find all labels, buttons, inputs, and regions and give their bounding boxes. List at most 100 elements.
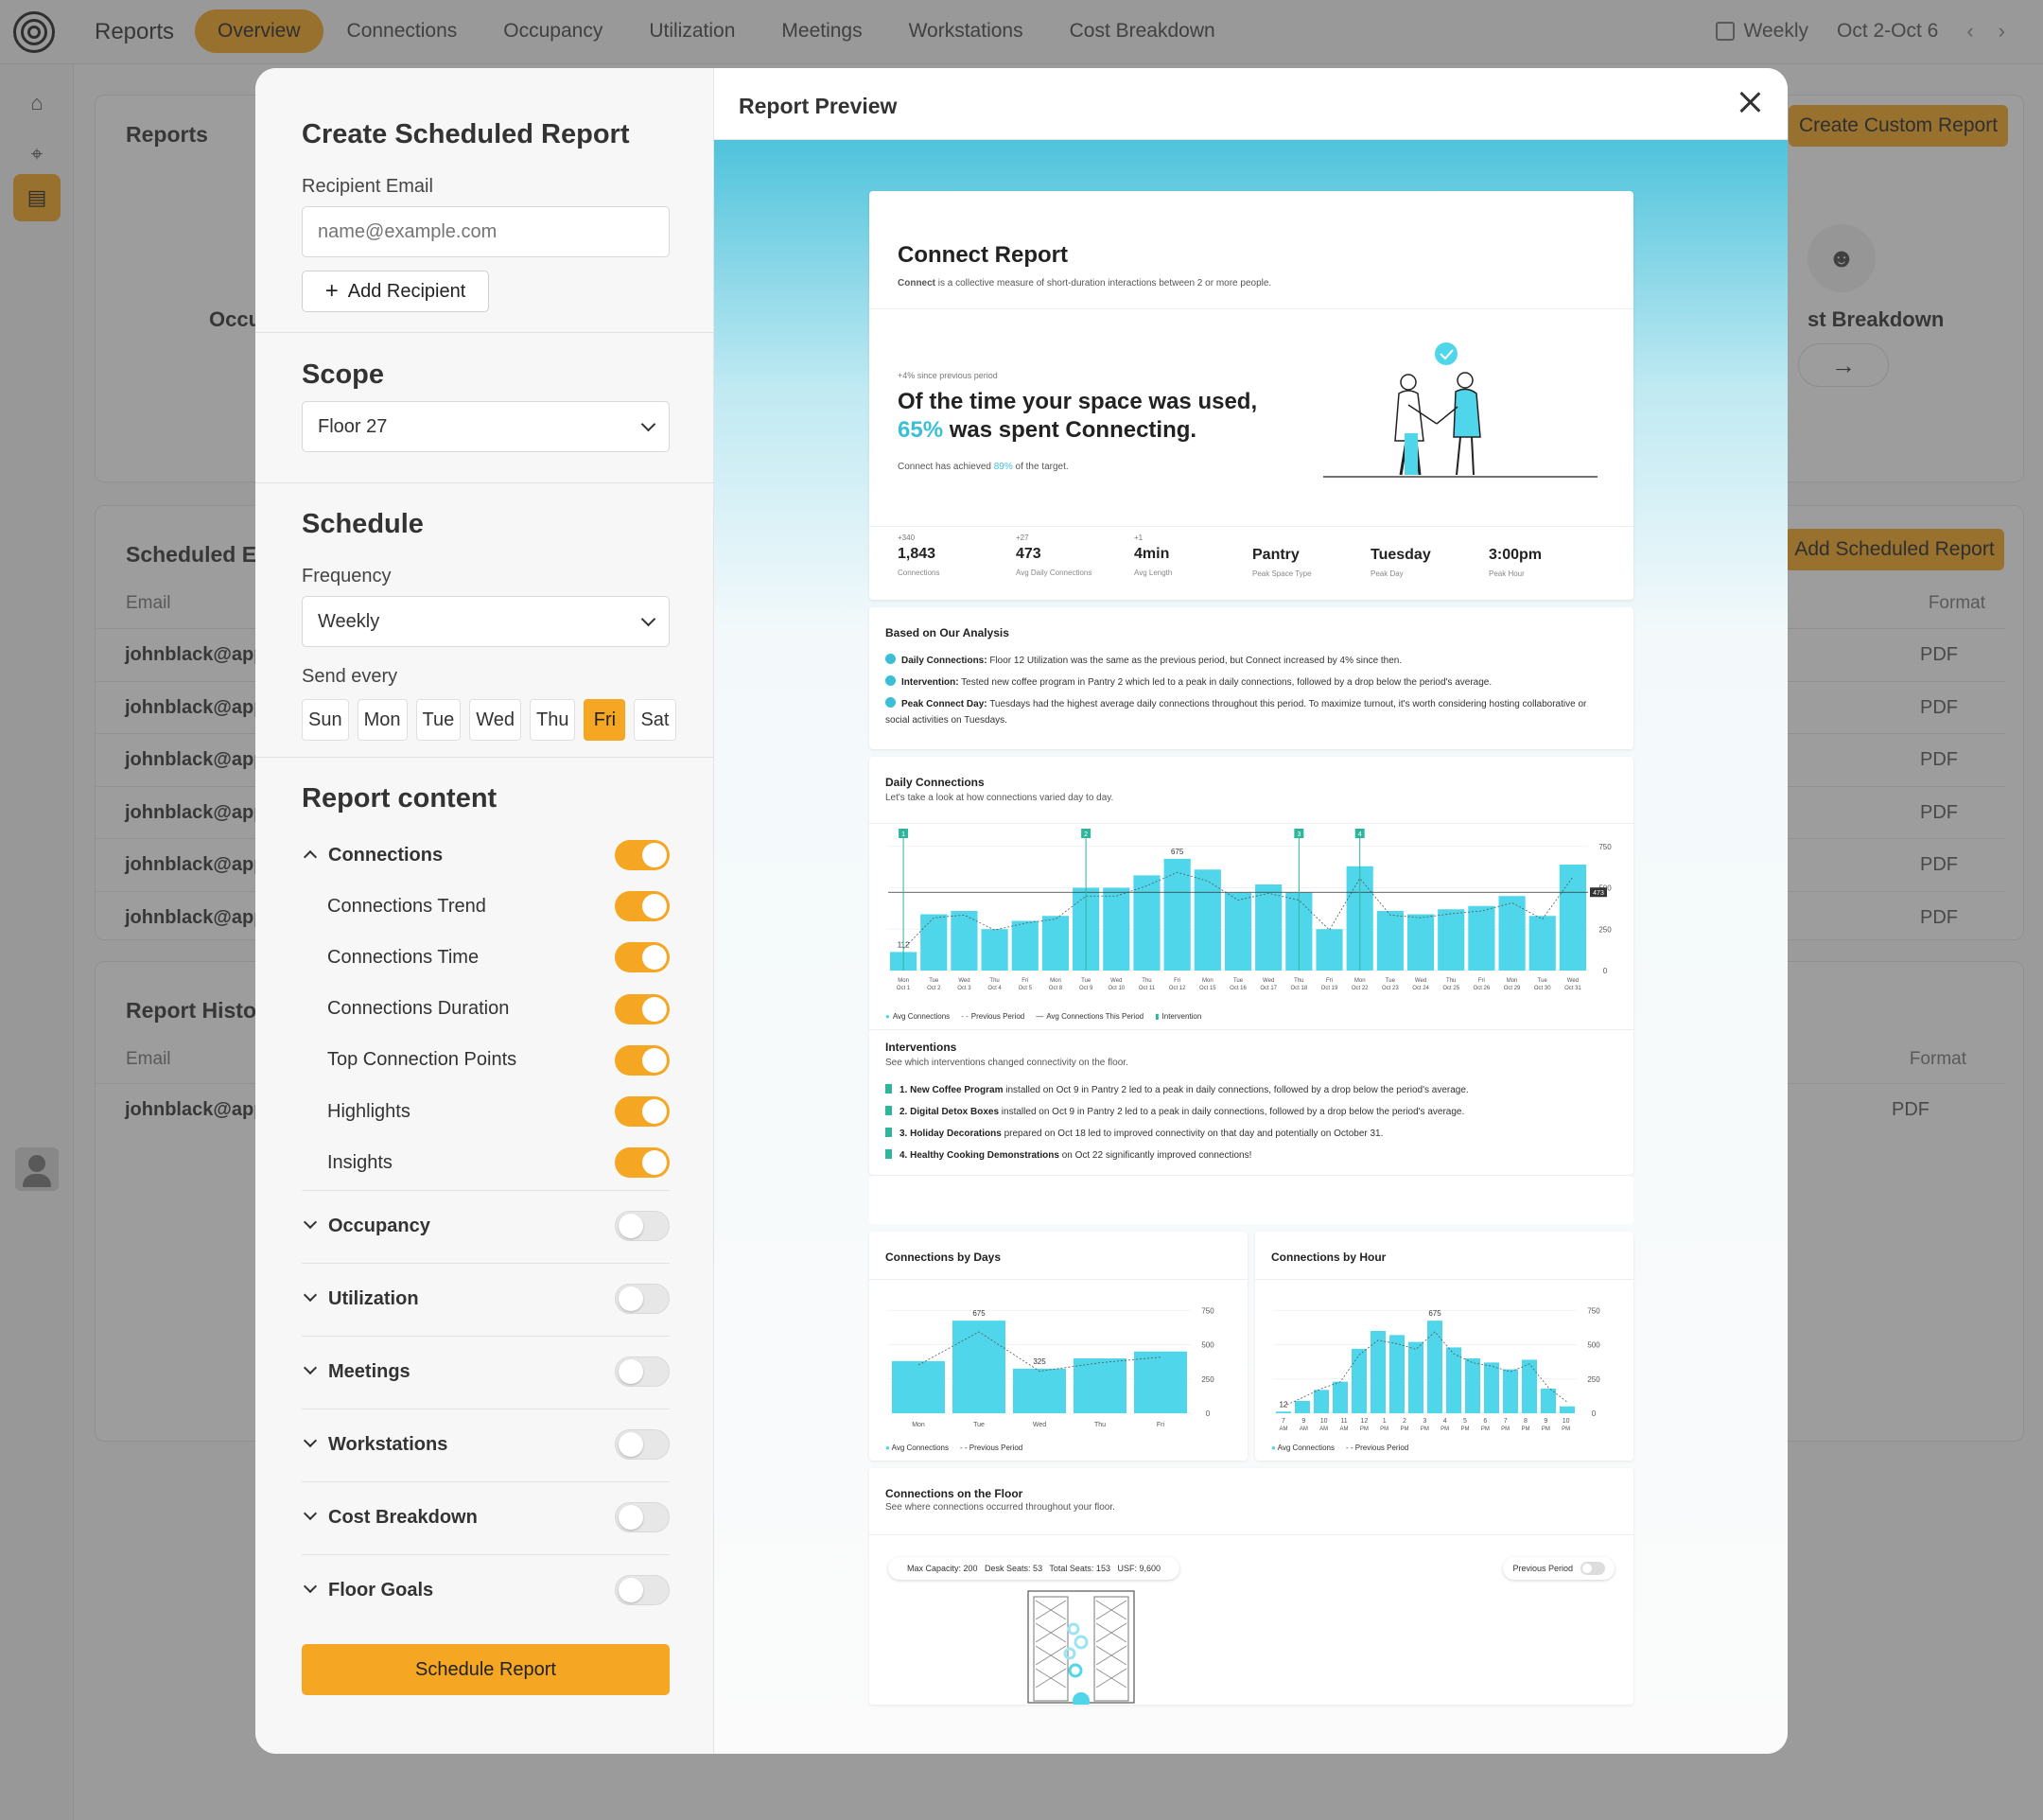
- chevron-up-icon[interactable]: [303, 849, 318, 865]
- day-sun[interactable]: Sun: [302, 699, 349, 741]
- subsection-toggle[interactable]: [615, 891, 670, 922]
- section-row[interactable]: Meetings: [302, 1353, 670, 1391]
- bar: [1316, 929, 1343, 971]
- section-connections[interactable]: Connections: [302, 836, 670, 874]
- x-tick-label: Oct 4: [987, 986, 1002, 991]
- section-row[interactable]: Floor Goals: [302, 1571, 670, 1609]
- x-tick-label: AM: [1319, 1426, 1328, 1432]
- hero-line2: was spent Connecting.: [943, 417, 1197, 443]
- day-tue[interactable]: Tue: [415, 699, 462, 741]
- subsection-toggle[interactable]: [615, 942, 670, 973]
- previous-period-toggle[interactable]: Previous Period: [1503, 1557, 1615, 1580]
- chevron-down-icon[interactable]: [303, 1360, 318, 1375]
- section-row[interactable]: Occupancy: [302, 1207, 670, 1245]
- subsection-label: Top Connection Points: [327, 1049, 517, 1071]
- section-toggle[interactable]: [615, 1429, 670, 1460]
- divider: [302, 1554, 670, 1555]
- report-preview[interactable]: Connect Report Connect is a collective m…: [714, 140, 1788, 1754]
- subsection-toggle[interactable]: [615, 1044, 670, 1076]
- subsection-label: Connections Trend: [327, 895, 486, 917]
- section-toggle[interactable]: [615, 1502, 670, 1532]
- target-pre: Connect has achieved: [898, 462, 994, 472]
- x-tick-label: Thu: [1446, 978, 1456, 984]
- x-tick-label: Oct 22: [1352, 986, 1369, 991]
- subsection-toggle[interactable]: [615, 1147, 670, 1179]
- chevron-down-icon[interactable]: [303, 1287, 318, 1303]
- x-tick-label: AM: [1340, 1426, 1349, 1432]
- chevron-down-icon: [640, 611, 656, 626]
- connections-toggle[interactable]: [615, 840, 670, 870]
- day-fri[interactable]: Fri: [584, 699, 626, 741]
- x-tick-label: Mon: [1354, 978, 1366, 984]
- previous-period-label: Previous Period: [1512, 1564, 1573, 1573]
- close-icon[interactable]: [1735, 87, 1765, 117]
- chevron-down-icon[interactable]: [303, 1579, 318, 1594]
- previous-period-switch[interactable]: [1580, 1562, 1605, 1575]
- data-label: 675: [972, 1309, 986, 1318]
- section-toggle[interactable]: [615, 1575, 670, 1605]
- add-recipient-label: Add Recipient: [347, 280, 466, 302]
- chevron-down-icon[interactable]: [303, 1433, 318, 1448]
- subsection-toggle[interactable]: [615, 1096, 670, 1127]
- check-circle-icon: [885, 675, 896, 686]
- day-thu[interactable]: Thu: [530, 699, 576, 741]
- section-label: Utilization: [328, 1287, 419, 1309]
- recipient-email-input[interactable]: [302, 206, 670, 257]
- by-hour-legend: ● Avg Connections - - Previous Period: [1271, 1444, 1408, 1452]
- y-tick-label: 0: [1592, 1409, 1597, 1418]
- section-toggle[interactable]: [615, 1284, 670, 1314]
- preview-title: Report Preview: [739, 94, 898, 118]
- section-label: Cost Breakdown: [328, 1506, 478, 1528]
- x-tick-label: Oct 29: [1504, 986, 1521, 991]
- x-tick-label: Oct 30: [1534, 986, 1551, 991]
- section-toggle[interactable]: [615, 1356, 670, 1387]
- x-tick-label: Oct 23: [1382, 986, 1399, 991]
- legend-item: — Avg Connections This Period: [1036, 1012, 1144, 1021]
- connections-by-days-chart: 0 250 500 750 675 325 Mon Tue Wed Thu Fri: [888, 1306, 1214, 1428]
- legend-swatch: ●: [885, 1012, 890, 1021]
- bar: [920, 914, 948, 971]
- frequency-select[interactable]: Weekly: [302, 596, 670, 647]
- intervention-bold: 2. Digital Detox Boxes: [899, 1107, 1000, 1117]
- x-tick-label: PM: [1501, 1426, 1510, 1432]
- check-circle-icon: [885, 654, 896, 664]
- day-mon[interactable]: Mon: [357, 699, 408, 741]
- y-tick-label: 0: [1206, 1409, 1211, 1418]
- analysis-title: Based on Our Analysis: [885, 626, 1009, 639]
- subsection-label: Connections Time: [327, 946, 480, 968]
- legend-label: Avg Connections: [891, 1444, 949, 1452]
- chevron-down-icon: [640, 416, 656, 431]
- report-description: Connect is a collective measure of short…: [898, 278, 1271, 289]
- day-sat[interactable]: Sat: [634, 699, 676, 741]
- x-tick-label: 8: [1524, 1418, 1528, 1425]
- x-tick-label: Fri: [1478, 978, 1485, 984]
- bar: [951, 911, 978, 971]
- x-tick-label: 12: [1360, 1418, 1368, 1425]
- section-toggle[interactable]: [615, 1211, 670, 1241]
- intervention-marker: [1081, 829, 1091, 838]
- schedule-report-button[interactable]: Schedule Report: [302, 1644, 670, 1695]
- analysis-text: Tuesdays had the highest average daily c…: [885, 699, 1587, 726]
- legend-label: Avg Connections: [1277, 1444, 1335, 1452]
- bar: [1427, 1321, 1442, 1413]
- section-row[interactable]: Cost Breakdown: [302, 1498, 670, 1536]
- day-wed[interactable]: Wed: [469, 699, 521, 741]
- x-tick-label: Oct 16: [1230, 986, 1247, 991]
- interventions-title: Interventions: [885, 1041, 957, 1054]
- add-recipient-button[interactable]: + Add Recipient: [302, 271, 489, 312]
- legend-item: ▮ Intervention: [1155, 1012, 1201, 1021]
- section-row[interactable]: Workstations: [302, 1426, 670, 1463]
- subsection-label: Connections Duration: [327, 998, 510, 1020]
- x-tick-label: PM: [1360, 1426, 1369, 1432]
- x-tick-label: Thu: [989, 978, 999, 984]
- section-row[interactable]: Utilization: [302, 1280, 670, 1318]
- x-tick-label: Oct 18: [1291, 986, 1308, 991]
- bar: [1468, 905, 1495, 971]
- scope-select[interactable]: Floor 27: [302, 401, 670, 452]
- frequency-value: Weekly: [318, 610, 380, 632]
- chevron-down-icon[interactable]: [303, 1506, 318, 1521]
- chevron-down-icon[interactable]: [303, 1215, 318, 1230]
- analysis-bold: Daily Connections:: [901, 656, 987, 666]
- subsection-toggle[interactable]: [615, 993, 670, 1024]
